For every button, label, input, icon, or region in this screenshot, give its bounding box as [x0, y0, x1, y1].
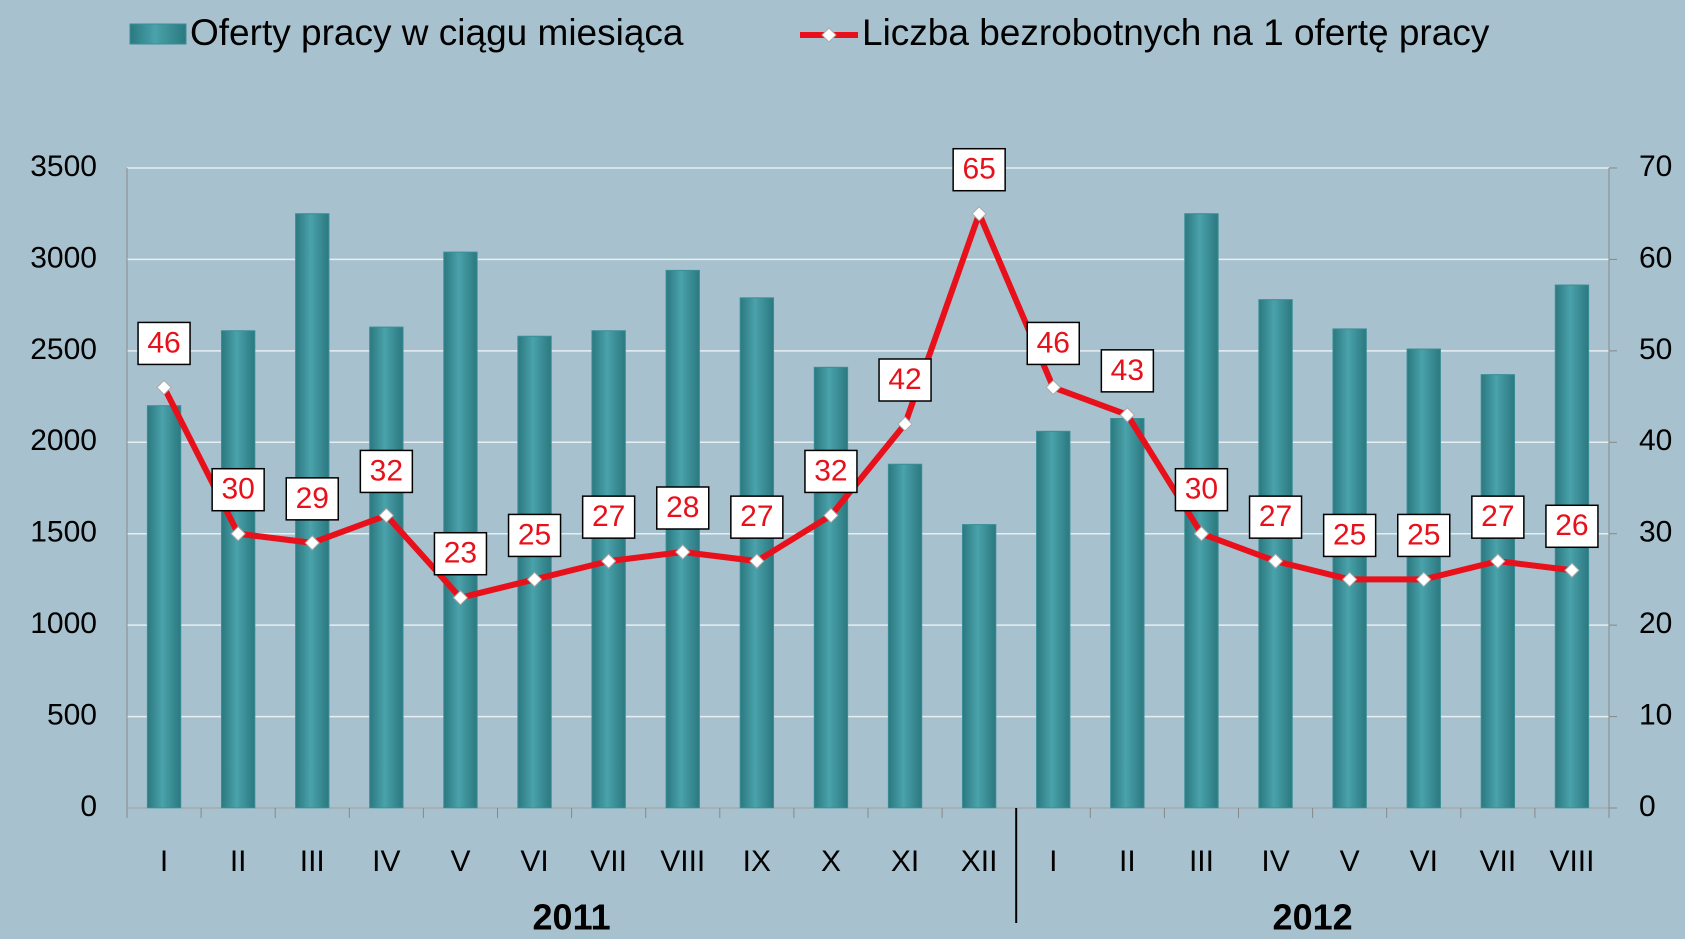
- data-label: 23: [444, 537, 477, 570]
- x-tick-label: VIII: [660, 845, 705, 878]
- bar: [370, 327, 403, 808]
- bar: [1037, 431, 1070, 808]
- data-label: 25: [1333, 518, 1366, 551]
- x-tick-label: XII: [961, 845, 998, 878]
- data-label: 30: [1185, 473, 1218, 506]
- x-tick-label: XI: [891, 845, 919, 878]
- bar: [1111, 419, 1144, 808]
- x-tick-label: VIII: [1549, 845, 1594, 878]
- x-tick-label: I: [160, 845, 168, 878]
- data-label: 27: [1481, 500, 1514, 533]
- year-label: 2012: [1273, 897, 1353, 938]
- bar: [147, 406, 180, 808]
- data-label: 46: [147, 326, 180, 359]
- data-label: 25: [518, 518, 551, 551]
- x-tick-label: V: [1340, 845, 1360, 878]
- legend-swatch: [130, 24, 186, 44]
- x-tick-label: II: [1119, 845, 1136, 878]
- data-label: 30: [221, 473, 254, 506]
- data-label: 27: [740, 500, 773, 533]
- bar: [888, 464, 921, 808]
- year-label: 2011: [533, 897, 611, 938]
- x-tick-label: X: [821, 845, 841, 878]
- bar: [962, 525, 995, 808]
- x-tick-label: VII: [590, 845, 627, 878]
- legend-label: Liczba bezrobotnych na 1 ofertę pracy: [862, 12, 1490, 53]
- x-tick-label: I: [1049, 845, 1057, 878]
- y-tick-label: 1500: [30, 516, 97, 549]
- y-tick-label: 500: [47, 698, 97, 731]
- chart: 0 500 1000 1500 2000 2500 3000 3500 0 10 20 30 40 50 6…: [0, 0, 1685, 939]
- x-tick-label: IV: [372, 845, 400, 878]
- bar: [1481, 375, 1514, 808]
- data-label: 27: [592, 500, 625, 533]
- y2-tick-label: 20: [1639, 607, 1672, 640]
- bar: [221, 331, 254, 808]
- data-label: 32: [814, 454, 847, 487]
- bar: [814, 367, 847, 808]
- data-label: 42: [888, 363, 921, 396]
- data-label: 28: [666, 491, 699, 524]
- y-tick-label: 2500: [30, 333, 97, 366]
- x-tick-label: VII: [1480, 845, 1517, 878]
- data-label: 26: [1555, 509, 1588, 542]
- x-tick-label: II: [230, 845, 247, 878]
- y-tick-label: 3500: [30, 150, 97, 183]
- x-tick-label: III: [300, 845, 325, 878]
- y2-tick-label: 10: [1639, 698, 1672, 731]
- y2-tick-label: 60: [1639, 241, 1672, 274]
- data-label: 32: [370, 454, 403, 487]
- bar: [592, 331, 625, 808]
- y-tick-label: 3000: [30, 241, 97, 274]
- bar: [1333, 329, 1366, 808]
- data-label: 46: [1037, 326, 1070, 359]
- x-tick-label: IV: [1261, 845, 1289, 878]
- y2-tick-label: 50: [1639, 333, 1672, 366]
- y-tick-label: 1000: [30, 607, 97, 640]
- y2-tick-label: 70: [1639, 150, 1672, 183]
- legend-label: Oferty pracy w ciągu miesiąca: [190, 12, 684, 53]
- data-label: 25: [1407, 518, 1440, 551]
- x-tick-label: V: [450, 845, 470, 878]
- data-label: 65: [962, 153, 995, 186]
- x-tick-label: III: [1189, 845, 1214, 878]
- data-label: 43: [1111, 354, 1144, 387]
- data-label: 29: [296, 482, 329, 515]
- data-label: 27: [1259, 500, 1292, 533]
- bar: [666, 270, 699, 808]
- legend-marker: [822, 28, 836, 42]
- y2-tick-label: 30: [1639, 516, 1672, 549]
- y-tick-label: 0: [80, 790, 97, 823]
- x-tick-label: IX: [743, 845, 771, 878]
- y-tick-label: 2000: [30, 424, 97, 457]
- bar: [444, 252, 477, 808]
- x-tick-label: VI: [520, 845, 548, 878]
- y2-tick-label: 0: [1639, 790, 1656, 823]
- y2-tick-label: 40: [1639, 424, 1672, 457]
- x-tick-label: VI: [1410, 845, 1438, 878]
